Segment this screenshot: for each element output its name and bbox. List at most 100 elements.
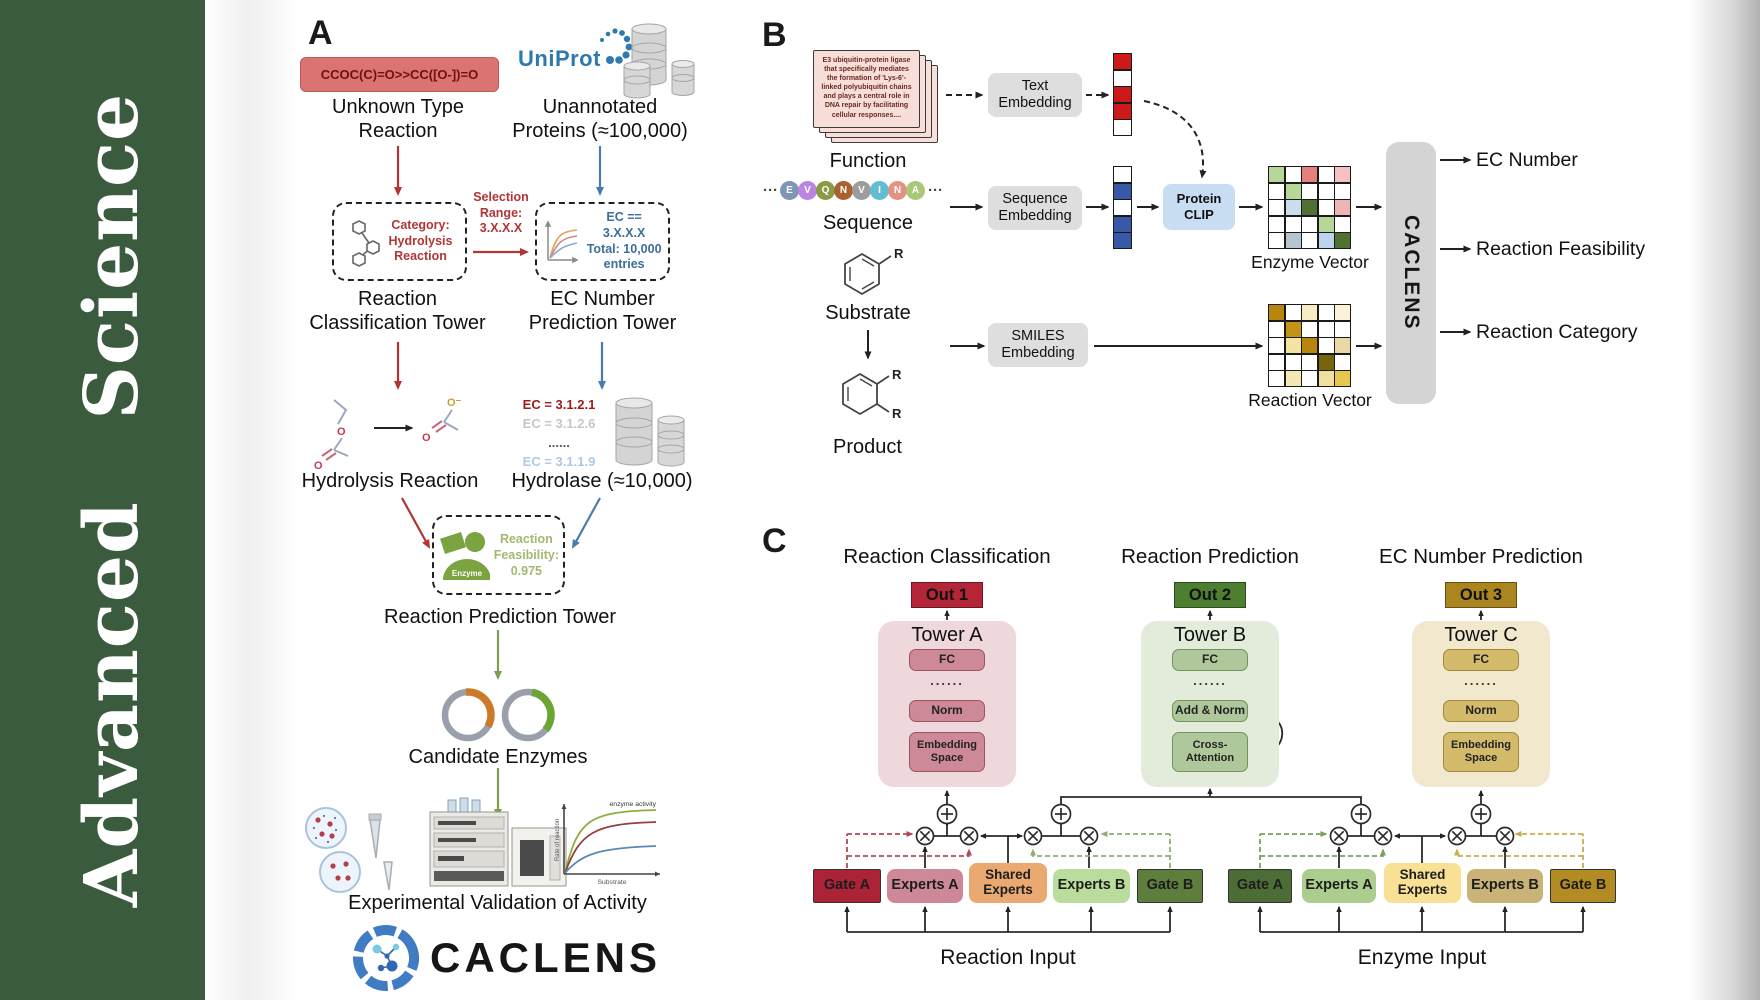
ec-number-entry: ...... [548, 434, 570, 450]
tower-b-title: Tower B [1173, 624, 1247, 646]
panel-c-label: C [762, 522, 787, 560]
vector-cell [1114, 103, 1131, 119]
svg-text:O: O [337, 426, 346, 438]
add-node-icon [1470, 803, 1492, 825]
enzyme-activity-minichart: enzyme activity Rate of reaction Substra… [555, 801, 660, 886]
matrix-cell [1318, 371, 1334, 386]
text-embedding-vector [1113, 53, 1132, 136]
reaction-prediction-tower-label: Reaction Prediction Tower [384, 606, 616, 628]
matrix-cell [1269, 371, 1284, 386]
molecule-icon [351, 219, 380, 267]
enzyme-vector-matrix [1268, 166, 1351, 249]
function-card-stack: E3 ubiquitin-protein ligase that specifi… [813, 50, 963, 162]
tower-a-norm-block: Norm [909, 700, 985, 722]
matrix-cell [1285, 371, 1301, 386]
multiply-node-icon [1495, 826, 1515, 846]
experts-a-box-reaction: Experts A [887, 869, 963, 903]
matrix-cell [1335, 216, 1350, 232]
ec-number-entry: EC = 3.1.1.9 [522, 453, 596, 469]
out-3-box: Out 3 [1445, 582, 1517, 608]
matrix-cell [1302, 305, 1317, 320]
matrix-cell [1335, 354, 1350, 370]
matrix-cell [1302, 354, 1317, 370]
product-r-group: R [892, 367, 902, 382]
matrix-cell [1302, 321, 1317, 337]
output-reaction-category: Reaction Category [1476, 321, 1638, 343]
matrix-cell [1335, 305, 1350, 320]
sequence-embedding-vector [1113, 166, 1132, 249]
reaction-classification-tower-box: Category: Hydrolysis Reaction [332, 202, 467, 281]
caclens-bar-text: CACLENS [1400, 215, 1423, 331]
vector-cell [1114, 87, 1131, 102]
residue-circle: A [906, 181, 925, 200]
ellipsis: ··· [928, 182, 943, 199]
matrix-cell [1302, 233, 1317, 248]
multiply-node-icon [1447, 826, 1467, 846]
matrix-cell [1269, 321, 1284, 337]
minichart-xlabel: Substrate [597, 879, 626, 886]
caclens-model-bar: CACLENS [1386, 142, 1436, 404]
matrix-cell [1285, 200, 1301, 215]
matrix-cell [1269, 216, 1284, 232]
hydrolase-database-icon [615, 397, 685, 467]
matrix-cell [1269, 305, 1284, 320]
matrix-cell [1318, 305, 1334, 320]
sequence-label: Sequence [822, 212, 914, 234]
page-left-shadow [205, 0, 300, 1000]
out-1-box: Out 1 [911, 582, 983, 608]
tower-c: Tower C FC ...... Norm Embedding Space [1412, 621, 1550, 787]
hydrolysis-molecules-icon: O O O⁻ O [314, 397, 462, 472]
experts-a-box-enzyme: Experts A [1302, 869, 1376, 903]
tower-a-dots: ...... [930, 673, 964, 688]
output-ec-number: EC Number [1476, 149, 1578, 171]
vector-cell [1114, 216, 1131, 232]
matrix-cell [1318, 321, 1334, 337]
matrix-cell [1335, 233, 1350, 248]
matrix-cell [1285, 183, 1301, 199]
minichart-title: enzyme activity [610, 801, 657, 808]
tower-c-dots: ...... [1464, 673, 1498, 688]
output-reaction-feasibility: Reaction Feasibility [1476, 238, 1646, 260]
tower-c-title: Tower C [1444, 624, 1518, 646]
matrix-cell [1318, 216, 1334, 232]
matrix-cell [1318, 233, 1334, 248]
gate-a-box-reaction: Gate A [813, 869, 881, 903]
tower-c-norm-block: Norm [1443, 700, 1519, 722]
selection-range-label: Selection Range: 3.X.X.X [473, 190, 529, 236]
svg-text:O: O [314, 460, 323, 472]
matrix-cell [1302, 167, 1317, 182]
vector-cell [1114, 54, 1131, 69]
residue-circle: V [798, 181, 817, 200]
caclens-wordmark: CACLENS [430, 934, 662, 981]
page-right-shadow [1688, 0, 1760, 1000]
unannotated-proteins-label: Unannotated Proteins (≈100,000) [512, 96, 688, 142]
matrix-cell [1318, 338, 1334, 353]
shared-experts-box-reaction: Shared Experts [969, 863, 1047, 903]
residue-circle: V [852, 181, 871, 200]
header-reaction-classification: Reaction Classification [843, 545, 1051, 568]
vector-cell [1114, 183, 1131, 199]
smiles-text: CCOC(C)=O>>CC([O-])=O [320, 67, 479, 82]
product-molecule-icon: R R [842, 367, 902, 421]
tower-c-embedding-block: Embedding Space [1443, 732, 1519, 772]
residue-circle: N [888, 181, 907, 200]
tower-c-fc-block: FC [1443, 649, 1519, 671]
vector-cell [1114, 200, 1131, 215]
hydrolase-label: Hydrolase (≈10,000) [511, 470, 693, 492]
uniprot-logo: UniProt [518, 46, 601, 71]
substrate-label: Substrate [825, 302, 911, 324]
ellipsis: ··· [763, 182, 778, 199]
candidate-enzymes-label: Candidate Enzymes [408, 746, 588, 768]
matrix-cell [1269, 354, 1284, 370]
matrix-cell [1318, 167, 1334, 182]
enzyme-input-label: Enzyme Input [1357, 946, 1487, 969]
matrix-cell [1285, 354, 1301, 370]
matrix-cell [1335, 183, 1350, 199]
matrix-cell [1302, 371, 1317, 386]
uniprot-database-icon [600, 23, 695, 99]
hydrolysis-reaction-label: Hydrolysis Reaction [301, 470, 479, 492]
reaction-classification-tower-label: Reaction Classification Tower [309, 288, 486, 334]
header-ec-number-prediction: EC Number Prediction [1379, 545, 1583, 568]
vector-cell [1114, 233, 1131, 248]
